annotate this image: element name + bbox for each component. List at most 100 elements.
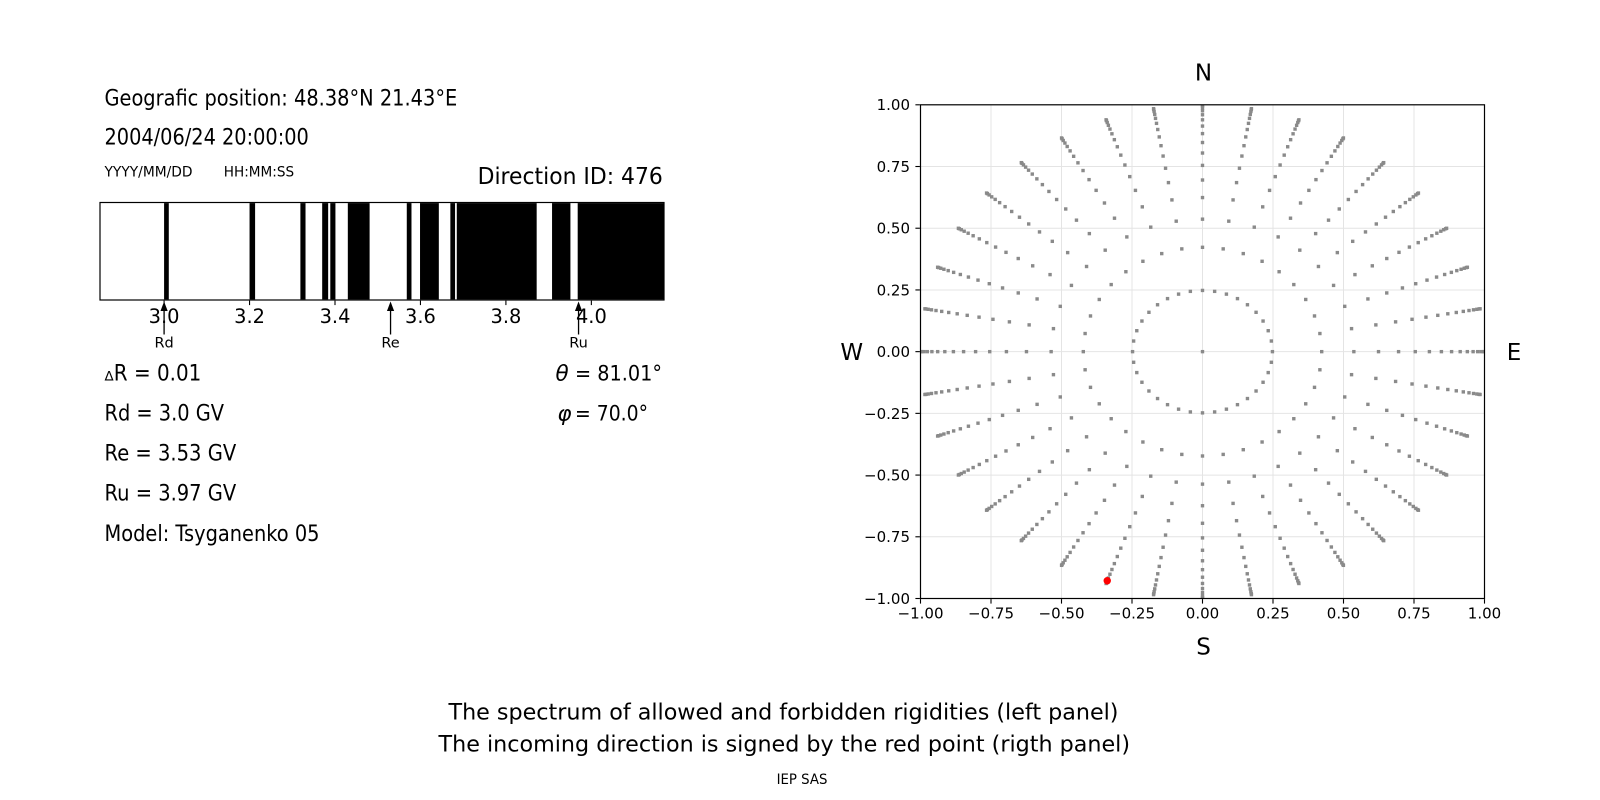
direction-dots xyxy=(920,104,1485,599)
direction-dot xyxy=(1314,521,1318,526)
phi-symbol: φ xyxy=(557,402,571,427)
direction-dot xyxy=(1363,230,1368,234)
direction-dot xyxy=(1147,310,1151,314)
direction-dot xyxy=(1000,286,1005,290)
direction-dot xyxy=(1370,435,1375,440)
right-panel: −1.00 −0.75 −0.50 −0.25 0.00 0.25 0.50 0.75 1.00… xyxy=(840,61,1521,661)
direction-dot xyxy=(1004,349,1009,354)
direction-dot xyxy=(1112,483,1117,487)
x-tick-label: 3.8 xyxy=(490,305,521,328)
direction-dot xyxy=(1200,586,1205,591)
direction-dot xyxy=(1180,452,1184,457)
direction-dot xyxy=(1088,314,1093,318)
direction-dot xyxy=(1081,349,1085,354)
direction-dot xyxy=(1135,329,1139,333)
direction-dot xyxy=(1131,360,1136,364)
direction-dot xyxy=(1277,429,1281,434)
direction-dot xyxy=(1292,417,1296,421)
direction-dot xyxy=(1261,494,1265,499)
direction-dot xyxy=(1335,448,1340,453)
direction-dot xyxy=(1058,304,1062,309)
direction-dot xyxy=(1336,555,1340,559)
direction-dot xyxy=(1371,172,1375,176)
direction-dot xyxy=(990,504,994,509)
x-tick-label: −0.75 xyxy=(968,605,1014,623)
direction-dot xyxy=(1363,469,1368,474)
direction-dot xyxy=(1254,310,1258,314)
direction-dot xyxy=(1200,581,1205,586)
direction-dot xyxy=(1416,508,1421,512)
direction-dot xyxy=(1459,267,1463,271)
direction-dot xyxy=(1288,216,1293,220)
direction-dot xyxy=(1141,259,1145,263)
direction-dot xyxy=(1410,317,1414,322)
direction-dot xyxy=(966,275,971,279)
direction-dot xyxy=(988,349,992,354)
direction-dot xyxy=(1200,590,1205,595)
direction-dot xyxy=(956,226,961,230)
direction-dot xyxy=(1455,430,1459,435)
allowed-rigidity-band xyxy=(347,203,370,300)
direction-dot xyxy=(1335,250,1340,255)
direction-dot xyxy=(990,195,994,199)
direction-dot xyxy=(1383,215,1388,219)
direction-dot xyxy=(1341,136,1346,140)
direction-dot xyxy=(935,434,940,438)
direction-dot xyxy=(1026,477,1031,482)
direction-dot xyxy=(1449,270,1454,275)
direction-dot xyxy=(1458,349,1462,354)
direction-dot xyxy=(1285,145,1290,149)
direction-dot xyxy=(1343,395,1347,399)
direction-dot xyxy=(923,392,927,397)
direction-dot xyxy=(1449,429,1454,433)
direction-dot xyxy=(1040,182,1045,187)
direction-dot xyxy=(1292,282,1296,287)
direction-dot xyxy=(1115,145,1120,149)
direction-dot xyxy=(1465,349,1470,354)
rigidity-barcode-bars xyxy=(164,203,664,300)
direction-dot xyxy=(1320,531,1324,535)
direction-dot xyxy=(1349,372,1354,377)
direction-dot xyxy=(1200,245,1205,250)
direction-dot xyxy=(1374,168,1379,172)
direction-dot xyxy=(1439,229,1443,233)
direction-id-title: Direction ID: 476 xyxy=(478,164,663,190)
direction-dot xyxy=(1260,259,1264,263)
direction-dot xyxy=(1293,572,1297,576)
direction-dot xyxy=(923,307,927,311)
direction-dot xyxy=(1094,511,1098,515)
direction-dot xyxy=(1059,563,1064,568)
direction-dot xyxy=(1076,161,1080,165)
direction-dot xyxy=(1316,264,1321,269)
barcode-axes-box xyxy=(99,201,665,301)
direction-dot xyxy=(1152,590,1156,594)
direction-dot xyxy=(1282,153,1286,157)
direction-dot xyxy=(1425,278,1429,282)
direction-dot xyxy=(1298,248,1302,252)
direction-dot xyxy=(1471,308,1476,312)
direction-dot xyxy=(1047,189,1051,194)
direction-dot xyxy=(1304,297,1308,302)
direction-dot xyxy=(1063,558,1067,562)
direction-dot xyxy=(1261,205,1265,209)
direction-dot xyxy=(1320,168,1324,173)
direction-dot xyxy=(934,391,938,395)
direction-dot xyxy=(1125,235,1129,239)
direction-dot xyxy=(1377,534,1382,538)
direction-dot xyxy=(1304,402,1308,406)
direction-dot xyxy=(1083,331,1087,336)
direction-dot xyxy=(1157,135,1161,139)
phi-value-label: = 70.0° xyxy=(575,402,648,427)
direction-dot xyxy=(1245,303,1250,307)
compass-west-label: W xyxy=(840,340,863,366)
direction-dot xyxy=(1326,481,1331,485)
direction-dot xyxy=(1151,106,1156,111)
x-tick-label: 3.6 xyxy=(405,305,436,328)
compass-east-label: E xyxy=(1507,340,1522,366)
direction-dot xyxy=(1276,464,1280,469)
direction-dot xyxy=(1054,197,1059,202)
direction-dot xyxy=(1149,474,1153,478)
direction-dot xyxy=(1312,385,1317,390)
